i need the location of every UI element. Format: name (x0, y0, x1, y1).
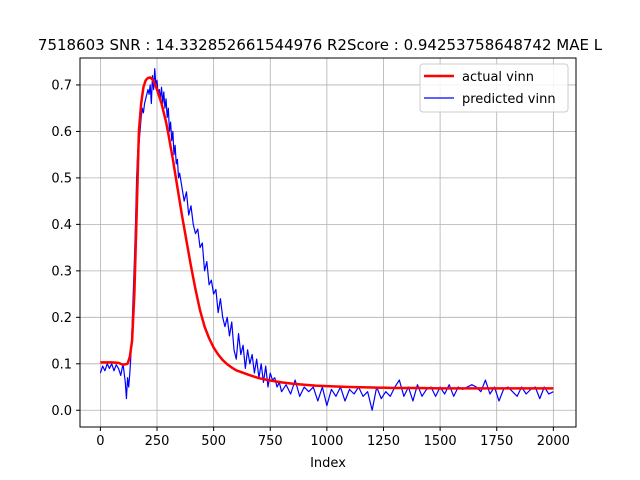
x-tick-label: 1250 (367, 434, 400, 449)
series-line-actual-vinn (100, 76, 554, 390)
legend: actual vinn predicted vinn (419, 63, 569, 113)
legend-box (419, 63, 569, 113)
x-tick-label: 250 (145, 434, 170, 449)
y-tick-label: 0.7 (51, 78, 72, 93)
y-tick-label: 0.3 (51, 264, 72, 279)
x-tick-label: 1750 (480, 434, 513, 449)
x-tick-label: 1500 (424, 434, 457, 449)
x-tick-label: 0 (96, 434, 104, 449)
legend-label-actual-vinn: actual vinn (462, 70, 534, 85)
y-tick-label: 0.2 (51, 311, 72, 326)
axis-ticks: 0 250 500 750 1000 1250 1500 1750 2000 0.0 0.1 0.2 0… (51, 78, 570, 449)
x-axis-label: Index (310, 456, 346, 471)
y-tick-label: 0.1 (51, 357, 72, 372)
legend-label-predicted-vinn: predicted vinn (462, 92, 556, 107)
x-tick-label: 1000 (310, 434, 343, 449)
y-tick-label: 0.6 (51, 125, 72, 140)
plot-frame (79, 57, 577, 428)
plot-series (99, 68, 554, 411)
y-tick-label: 0.4 (51, 218, 72, 233)
x-tick-label: 750 (258, 434, 283, 449)
chart-title: 7518603 SNR : 14.332852661544976 R2Score… (38, 36, 603, 54)
y-tick-label: 0.5 (51, 171, 72, 186)
y-tick-label: 0.0 (51, 404, 72, 419)
grid-lines (80, 58, 576, 427)
x-tick-label: 500 (201, 434, 226, 449)
x-tick-label: 2000 (537, 434, 570, 449)
